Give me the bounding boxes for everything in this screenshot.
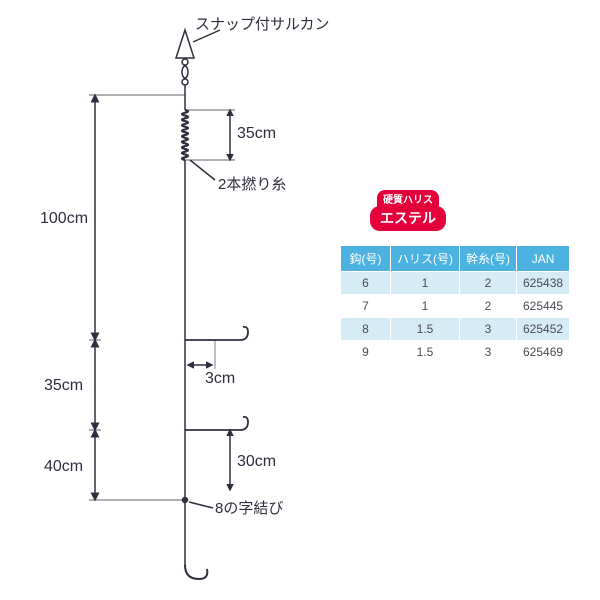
table-header: 幹糸(号) <box>460 246 517 272</box>
dim-lower-drop: 30cm <box>237 453 276 471</box>
table-row: 81.53625452 <box>341 318 570 341</box>
table-header: ハリス(号) <box>391 246 460 272</box>
table-cell: 625452 <box>517 318 570 341</box>
table-cell: 9 <box>341 341 391 364</box>
table-cell: 1.5 <box>391 318 460 341</box>
table-header: JAN <box>517 246 570 272</box>
table-cell: 3 <box>460 341 517 364</box>
table-cell: 1 <box>391 272 460 295</box>
table-header: 鈎(号) <box>341 246 391 272</box>
dim-branch-offset: 3cm <box>205 370 235 388</box>
table-cell: 625438 <box>517 272 570 295</box>
label-twisted-line: 2本撚り糸 <box>218 173 286 194</box>
dim-coil: 35cm <box>237 125 276 143</box>
table-cell: 8 <box>341 318 391 341</box>
ester-badge: 硬質ハリス エステル <box>370 190 446 231</box>
table-row: 91.53625469 <box>341 341 570 364</box>
table-cell: 3 <box>460 318 517 341</box>
table-cell: 1.5 <box>391 341 460 364</box>
table-row: 612625438 <box>341 272 570 295</box>
label-figure8-knot: 8の字結び <box>215 497 283 518</box>
table-cell: 6 <box>341 272 391 295</box>
dim-upper: 100cm <box>40 210 88 228</box>
table-cell: 2 <box>460 295 517 318</box>
table-cell: 1 <box>391 295 460 318</box>
badge-top-text: 硬質ハリス <box>377 190 439 207</box>
table-cell: 7 <box>341 295 391 318</box>
label-snap-swivel: スナップ付サルカン <box>195 13 330 34</box>
badge-bottom-text: エステル <box>370 206 446 231</box>
table-body: 61262543871262544581.5362545291.53625469 <box>341 272 570 364</box>
table-cell: 625445 <box>517 295 570 318</box>
table-cell: 625469 <box>517 341 570 364</box>
spec-table: 鈎(号)ハリス(号)幹糸(号)JAN 61262543871262544581.… <box>340 245 570 364</box>
table-cell: 2 <box>460 272 517 295</box>
table-header-row: 鈎(号)ハリス(号)幹糸(号)JAN <box>341 246 570 272</box>
dim-between: 35cm <box>44 377 83 395</box>
table-row: 712625445 <box>341 295 570 318</box>
dim-bottom: 40cm <box>44 458 83 476</box>
